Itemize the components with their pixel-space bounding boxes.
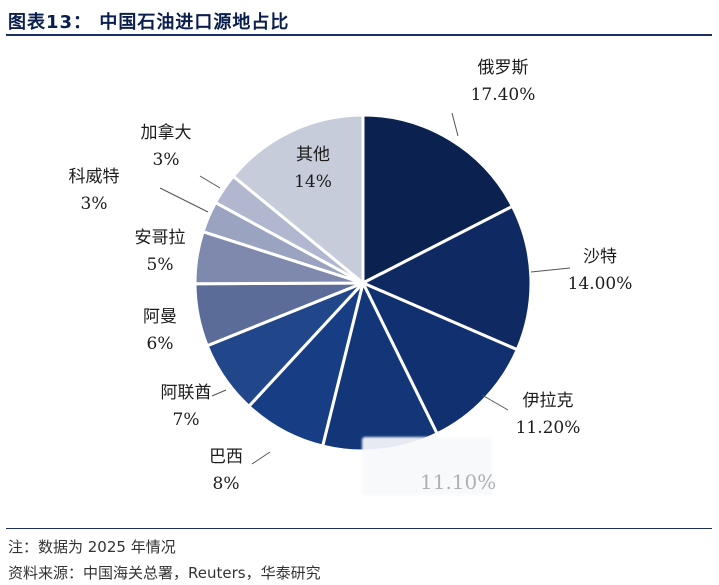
header-rule [6, 34, 712, 36]
footer-rule [6, 528, 712, 529]
footnote-source: 资料来源：中国海关总署，Reuters，华泰研究 [8, 564, 321, 582]
slice-name-科威特: 科威特 [69, 167, 120, 187]
slice-name-阿联酋: 阿联酋 [161, 383, 212, 403]
slice-value-伊拉克: 11.20% [516, 418, 581, 438]
slice-value-巴西: 8% [213, 474, 240, 494]
slice-name-俄罗斯: 俄罗斯 [478, 58, 529, 78]
pie-chart: 俄罗斯 17.40% 沙特 14.00% 伊拉克 11.20% 巴西 8% 阿联酋 7% 阿曼 6% 安… [0, 40, 719, 522]
leader-line-俄罗斯 [451, 112, 459, 137]
slice-name-加拿大: 加拿大 [141, 122, 192, 143]
leader-line-伊拉克 [481, 394, 509, 411]
slice-name-巴西: 巴西 [209, 447, 243, 467]
footnote-note: 注：数据为 2025 年情况 [8, 538, 176, 556]
slice-value-科威特: 3% [81, 194, 108, 214]
slice-name-安哥拉: 安哥拉 [135, 228, 186, 248]
pie-chart-svg: 俄罗斯 17.40% 沙特 14.00% 伊拉克 11.20% 巴西 8% 阿联酋 7% 阿曼 6% 安… [69, 58, 633, 494]
leader-line-巴西 [251, 451, 271, 465]
leader-line-加拿大 [199, 175, 221, 189]
figure-header: 图表13： 中国石油进口源地占比 [6, 6, 712, 33]
leader-line-科威特 [159, 187, 209, 213]
pie-slice-其他 [231, 113, 365, 287]
slice-name-阿曼: 阿曼 [143, 307, 177, 327]
figure-title: 图表13： 中国石油进口源地占比 [8, 12, 290, 33]
slice-name-伊拉克: 伊拉克 [523, 391, 574, 411]
slice-value-俄罗斯: 17.40% [471, 85, 536, 105]
leader-line-阿联酋 [211, 389, 227, 397]
slice-value-加拿大: 3% [153, 150, 180, 170]
pie-slice-沙特 [359, 204, 533, 352]
slice-value-沙特: 14.00% [568, 274, 633, 294]
pie-slice-伊拉克 [359, 280, 520, 436]
slice-value-其他: 14% [294, 172, 332, 192]
obscured-slice-label: 11.10% [420, 470, 497, 494]
slice-value-安哥拉: 5% [147, 255, 174, 275]
slice-name-沙特: 沙特 [583, 247, 617, 267]
slice-value-阿联酋: 7% [173, 410, 200, 430]
leader-line-沙特 [530, 267, 571, 273]
slice-value-阿曼: 6% [147, 334, 174, 354]
blurred-label-overlay [362, 437, 492, 495]
slice-name-其他: 其他 [296, 145, 330, 165]
pie-slice-俄罗斯 [361, 113, 515, 286]
